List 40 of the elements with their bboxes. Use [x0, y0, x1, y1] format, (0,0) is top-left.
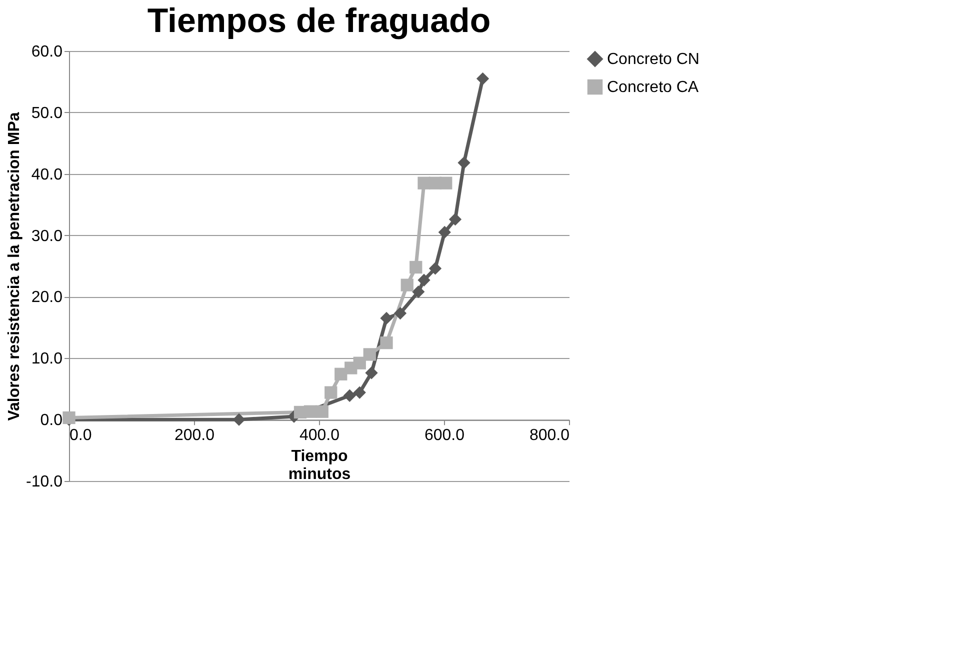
- y-tick-label: 0.0: [40, 412, 63, 430]
- point: [458, 156, 470, 170]
- y-axis-title: Valores resistencia a la penetracion MPa: [6, 112, 24, 421]
- point: [476, 72, 490, 85]
- point: [380, 312, 393, 325]
- point: [343, 389, 356, 402]
- point: [324, 386, 338, 399]
- point: [365, 366, 378, 380]
- x-tick-label: 600.0: [424, 427, 465, 444]
- point: [304, 405, 317, 418]
- point: [232, 413, 246, 426]
- point: [394, 306, 407, 320]
- chart-title: Tiempos de fraguado: [147, 2, 491, 40]
- point: [412, 285, 425, 298]
- legend-label: Concreto CA: [607, 79, 699, 96]
- point: [438, 226, 451, 239]
- y-tick-label: 30.0: [31, 228, 63, 245]
- legend-label: Concreto CN: [607, 51, 700, 68]
- point: [428, 262, 442, 275]
- point: [448, 212, 462, 226]
- point: [353, 356, 366, 370]
- y-tick-label: 10.0: [31, 350, 63, 368]
- y-tick-label: 40.0: [31, 166, 63, 184]
- point: [440, 176, 452, 190]
- point: [353, 386, 366, 399]
- point: [380, 336, 393, 350]
- point: [363, 348, 376, 361]
- point: [400, 278, 414, 292]
- x-tick-label: 200.0: [174, 427, 215, 444]
- y-tick-label: 50.0: [31, 104, 63, 122]
- point: [410, 260, 422, 274]
- x-tick-label: 800.0: [529, 427, 570, 444]
- point: [418, 274, 430, 286]
- x-tick-label: 400.0: [299, 427, 340, 444]
- point: [316, 405, 328, 418]
- x-tick-label: 0.0: [70, 427, 92, 444]
- y-tick-label: 60.0: [31, 44, 63, 60]
- y-tick-label: -10.0: [26, 474, 63, 490]
- x-axis-title: Tiempo minutos: [288, 448, 351, 484]
- y-tick-label: 20.0: [31, 289, 63, 306]
